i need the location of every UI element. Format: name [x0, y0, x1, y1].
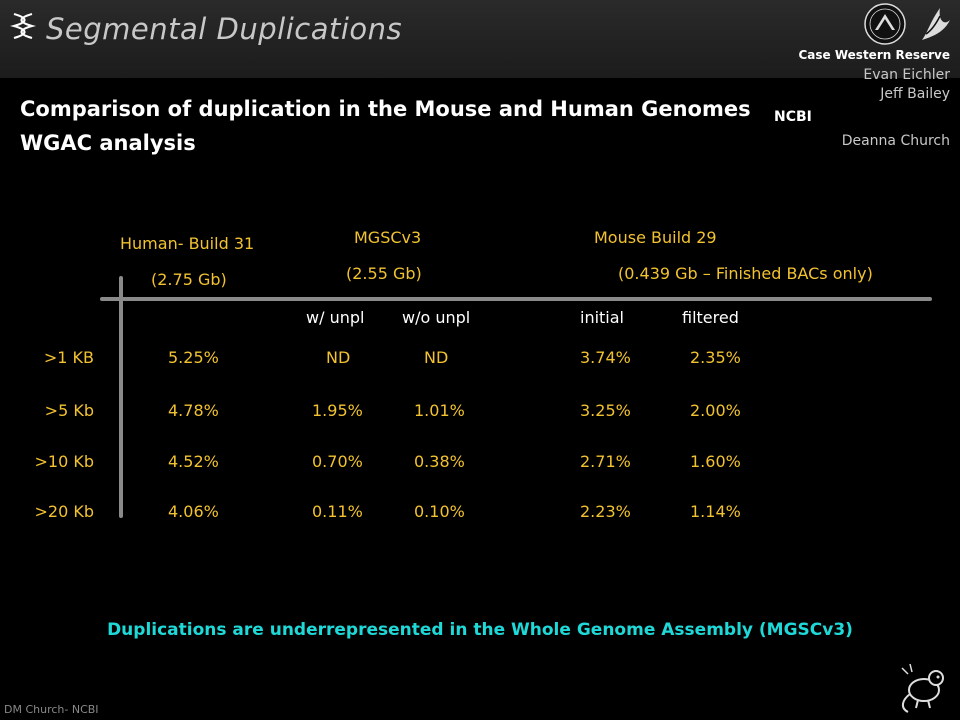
cell-w-unpl: 0.70%: [312, 452, 363, 471]
subtitle-line-2: WGAC analysis: [20, 131, 196, 155]
header-band: [0, 0, 960, 78]
subtitle-line-1: Comparison of duplication in the Mouse a…: [20, 97, 751, 121]
row-label: >1 KB: [43, 348, 94, 367]
column-size-human: (2.75 Gb): [151, 270, 227, 289]
cell-wo-unpl: 0.38%: [414, 452, 465, 471]
cell-w-unpl: 1.95%: [312, 401, 363, 420]
column-heading-mgsc: MGSCv3: [354, 228, 422, 247]
hhs-logo: [922, 8, 950, 40]
conclusion-text: Duplications are underrepresented in the…: [107, 620, 853, 640]
subheading-wo-unpl: w/o unpl: [402, 308, 471, 327]
cell-initial: 3.25%: [580, 401, 631, 420]
footer-credit: DM Church- NCBI: [4, 703, 99, 716]
cell-human: 5.25%: [168, 348, 219, 367]
cell-human: 4.52%: [168, 452, 219, 471]
column-size-mouse-29: (0.439 Gb – Finished BACs only): [618, 264, 873, 283]
row-label: >5 Kb: [44, 401, 94, 420]
cell-human: 4.78%: [168, 401, 219, 420]
nih-logo: [864, 3, 906, 45]
subheading-filtered: filtered: [682, 308, 739, 327]
cell-human: 4.06%: [168, 502, 219, 521]
cell-wo-unpl: ND: [424, 348, 449, 367]
affiliation-ncbi: NCBI: [774, 109, 812, 125]
cell-filtered: 1.60%: [690, 452, 741, 471]
cell-wo-unpl: 1.01%: [414, 401, 465, 420]
cell-w-unpl: ND: [326, 348, 351, 367]
cell-filtered: 1.14%: [690, 502, 741, 521]
header-divider: [100, 297, 932, 301]
row-label: >20 Kb: [34, 502, 95, 521]
cell-filtered: 2.35%: [690, 348, 741, 367]
row-label: >10 Kb: [34, 452, 95, 471]
dna-helix-icon: [9, 12, 37, 40]
cell-wo-unpl: 0.10%: [414, 502, 465, 521]
affiliation-person-1: Evan Eichler: [863, 67, 950, 83]
cell-initial: 2.71%: [580, 452, 631, 471]
column-size-mgsc: (2.55 Gb): [346, 264, 422, 283]
column-heading-human: Human- Build 31: [120, 234, 255, 253]
affiliation-person-3: Deanna Church: [841, 133, 950, 149]
row-label-divider: [119, 276, 123, 518]
affiliation-person-2: Jeff Bailey: [880, 86, 950, 102]
cell-filtered: 2.00%: [690, 401, 741, 420]
cell-initial: 2.23%: [580, 502, 631, 521]
mouse-icon: [901, 663, 944, 713]
subheading-initial: initial: [580, 308, 624, 327]
subheading-w-unpl: w/ unpl: [306, 308, 365, 327]
cell-initial: 3.74%: [580, 348, 631, 367]
affiliation-institution: Case Western Reserve: [798, 48, 950, 62]
slide-title: Segmental Duplications: [46, 12, 403, 46]
slide-subtitle: Comparison of duplication in the Mouse a…: [20, 92, 751, 160]
column-heading-mouse-29: Mouse Build 29: [594, 228, 717, 247]
cell-w-unpl: 0.11%: [312, 502, 363, 521]
